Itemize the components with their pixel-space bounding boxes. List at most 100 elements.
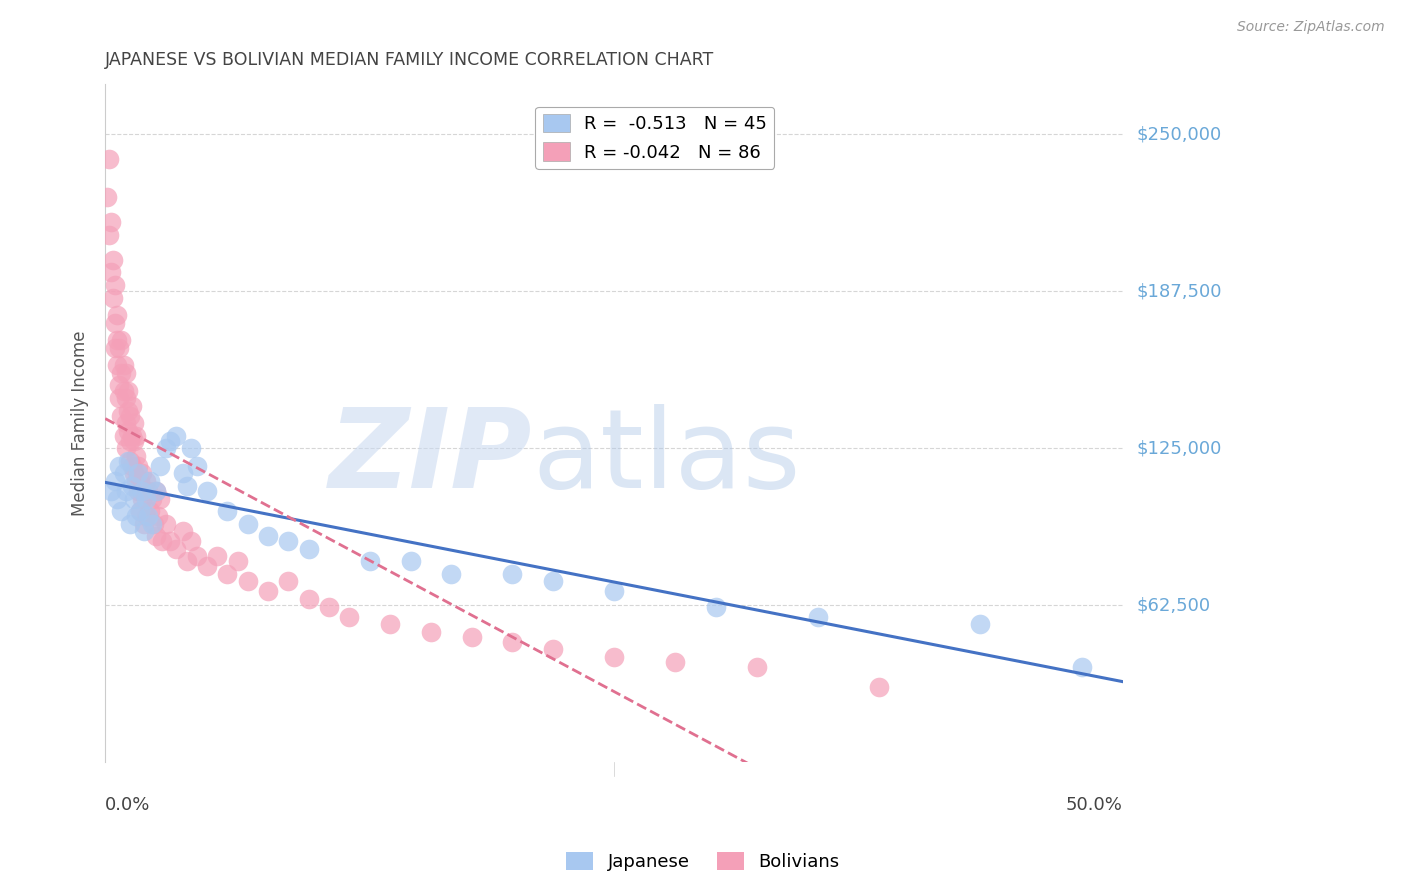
- Point: [112, 384, 135, 398]
- Point: [165, 428, 187, 442]
- Point: [100, 265, 122, 279]
- Point: [132, 524, 155, 538]
- Point: [108, 378, 131, 392]
- Point: [172, 524, 194, 538]
- Point: [132, 516, 155, 531]
- Point: [217, 504, 239, 518]
- Point: [277, 574, 299, 589]
- Point: [114, 416, 136, 430]
- Point: [122, 491, 145, 506]
- Point: [98, 153, 121, 167]
- Text: $187,500: $187,500: [1137, 283, 1222, 301]
- Point: [419, 624, 441, 639]
- Point: [121, 479, 143, 493]
- Point: [440, 566, 463, 581]
- Point: [118, 516, 141, 531]
- Point: [117, 424, 139, 438]
- Point: [114, 366, 136, 380]
- Point: [107, 491, 129, 506]
- Point: [501, 566, 523, 581]
- Point: [257, 529, 280, 543]
- Point: [541, 642, 564, 657]
- Text: $62,500: $62,500: [1137, 596, 1211, 615]
- Point: [186, 458, 208, 473]
- Point: [541, 574, 564, 589]
- Point: [378, 617, 401, 632]
- Point: [460, 630, 482, 644]
- Point: [107, 308, 129, 322]
- Point: [180, 534, 202, 549]
- Point: [127, 483, 149, 498]
- Point: [139, 504, 162, 518]
- Point: [128, 504, 150, 518]
- Point: [277, 534, 299, 549]
- Point: [118, 409, 141, 423]
- Point: [114, 442, 136, 456]
- Point: [98, 227, 121, 242]
- Point: [257, 584, 280, 599]
- Point: [103, 291, 125, 305]
- Point: [110, 333, 132, 347]
- Point: [159, 434, 181, 448]
- Point: [217, 566, 239, 581]
- Point: [145, 483, 167, 498]
- Point: [165, 541, 187, 556]
- Point: [107, 359, 129, 373]
- Text: $125,000: $125,000: [1137, 439, 1222, 458]
- Point: [125, 474, 148, 488]
- Point: [195, 483, 218, 498]
- Point: [122, 416, 145, 430]
- Point: [125, 509, 148, 524]
- Point: [135, 491, 157, 506]
- Point: [141, 516, 163, 531]
- Point: [664, 655, 686, 669]
- Point: [236, 516, 259, 531]
- Point: [104, 278, 127, 293]
- Point: [205, 549, 228, 564]
- Point: [186, 549, 208, 564]
- Point: [122, 467, 145, 481]
- Point: [114, 483, 136, 498]
- Point: [108, 341, 131, 355]
- Point: [131, 467, 153, 481]
- Point: [359, 554, 381, 568]
- Text: 0.0%: 0.0%: [105, 797, 150, 814]
- Point: [110, 409, 132, 423]
- Point: [121, 399, 143, 413]
- Text: 50.0%: 50.0%: [1066, 797, 1123, 814]
- Point: [136, 483, 159, 498]
- Point: [159, 534, 181, 549]
- Point: [155, 516, 177, 531]
- Point: [125, 449, 148, 463]
- Point: [501, 634, 523, 648]
- Point: [176, 554, 198, 568]
- Point: [180, 442, 202, 456]
- Point: [603, 649, 626, 664]
- Point: [149, 458, 172, 473]
- Point: [139, 474, 162, 488]
- Point: [112, 467, 135, 481]
- Point: [298, 541, 321, 556]
- Point: [145, 483, 167, 498]
- Point: [127, 467, 149, 481]
- Point: [141, 491, 163, 506]
- Point: [122, 434, 145, 448]
- Point: [318, 599, 340, 614]
- Point: [110, 504, 132, 518]
- Point: [704, 599, 727, 614]
- Point: [121, 458, 143, 473]
- Point: [128, 474, 150, 488]
- Point: [104, 316, 127, 330]
- Point: [339, 609, 361, 624]
- Point: [149, 491, 172, 506]
- Point: [108, 458, 131, 473]
- Point: [131, 491, 153, 506]
- Point: [104, 474, 127, 488]
- Point: [103, 252, 125, 267]
- Text: atlas: atlas: [533, 403, 801, 510]
- Point: [155, 442, 177, 456]
- Point: [128, 504, 150, 518]
- Point: [135, 509, 157, 524]
- Point: [1071, 660, 1094, 674]
- Text: JAPANESE VS BOLIVIAN MEDIAN FAMILY INCOME CORRELATION CHART: JAPANESE VS BOLIVIAN MEDIAN FAMILY INCOM…: [105, 51, 714, 69]
